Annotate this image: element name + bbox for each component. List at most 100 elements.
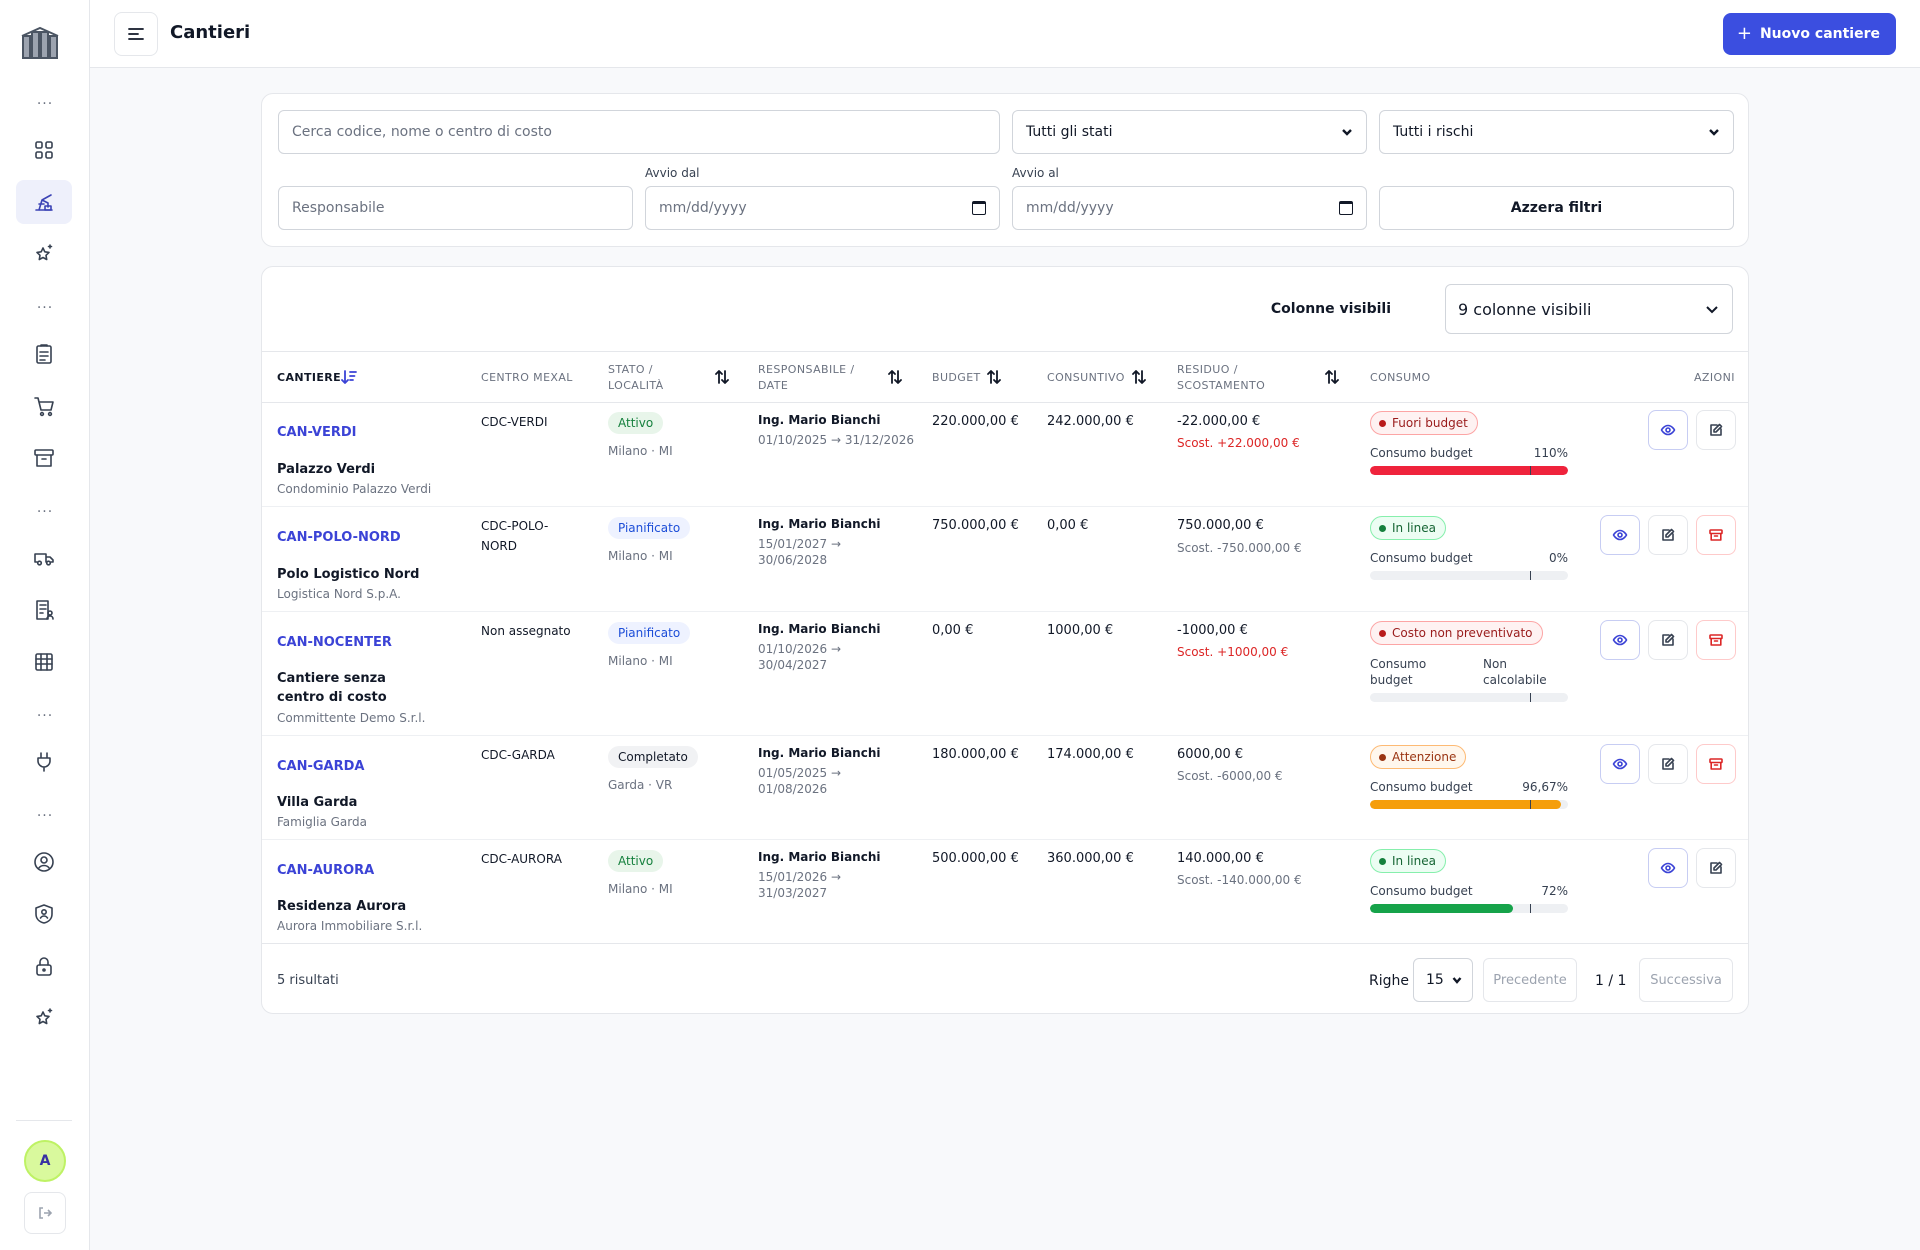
- cantiere-code-link[interactable]: CAN-GARDA: [277, 759, 365, 774]
- chevron-down-icon: [1452, 977, 1462, 984]
- search-input[interactable]: Cerca codice, nome o centro di costo: [278, 110, 1000, 154]
- sort-icon[interactable]: [985, 368, 1003, 386]
- pencil-icon: [1710, 423, 1723, 436]
- archive-button[interactable]: [1696, 620, 1736, 660]
- menu-toggle-button[interactable]: [114, 12, 158, 56]
- rischio-select[interactable]: Tutti i rischi: [1379, 110, 1734, 154]
- sidebar-item-tables[interactable]: [16, 640, 72, 684]
- consumo-percent-line2: calcolabile: [1483, 673, 1547, 687]
- consumo-percent: 96,67%: [1522, 780, 1568, 794]
- cantiere-code-link[interactable]: CAN-NOCENTER: [277, 635, 392, 650]
- rows-per-page-select[interactable]: 15: [1413, 958, 1473, 1002]
- view-button[interactable]: [1600, 620, 1640, 660]
- th-residuo[interactable]: RESIDUO / SCOSTAMENTO: [1177, 362, 1265, 394]
- rows-per-page-value: 15: [1426, 972, 1444, 988]
- next-page-button[interactable]: Successiva: [1639, 958, 1733, 1002]
- view-button[interactable]: [1600, 515, 1640, 555]
- consuntivo-value: 174.000,00 €: [1047, 747, 1134, 762]
- view-button[interactable]: [1648, 410, 1688, 450]
- sidebar-item-documents[interactable]: [16, 332, 72, 376]
- consumo-label: Consumo budget: [1370, 884, 1473, 898]
- cantiere-code-link[interactable]: CAN-AURORA: [277, 863, 375, 878]
- th-responsabile[interactable]: RESPONSABILE / DATE: [758, 362, 854, 394]
- sidebar-item-lock[interactable]: [16, 944, 72, 988]
- reset-filters-button[interactable]: Azzera filtri: [1379, 186, 1734, 230]
- cantiere-code-link[interactable]: CAN-POLO-NORD: [277, 530, 401, 545]
- stato-select[interactable]: Tutti gli stati: [1012, 110, 1367, 154]
- page-title: Cantieri: [170, 22, 251, 43]
- consumo-label: Consumo budget: [1370, 780, 1473, 794]
- consumo-progress-bar: [1370, 571, 1568, 580]
- th-budget[interactable]: BUDGET: [932, 371, 981, 384]
- budget-value: 220.000,00 €: [932, 414, 1019, 429]
- responsabile: Ing. Mario Bianchi: [758, 850, 881, 864]
- avvio-dal-placeholder: mm/dd/yyyy: [659, 200, 747, 216]
- logout-button[interactable]: [24, 1192, 66, 1234]
- archive-icon: [34, 449, 54, 467]
- th-centro-mexal[interactable]: CENTRO MEXAL: [481, 371, 573, 384]
- edit-button[interactable]: [1696, 848, 1736, 888]
- user-avatar[interactable]: A: [24, 1140, 66, 1182]
- sidebar-item-vehicles[interactable]: [16, 536, 72, 580]
- sidebar-item-starred[interactable]: [16, 996, 72, 1040]
- sidebar-item-cantieri[interactable]: [16, 180, 72, 224]
- centro-mexal: CDC-POLO-: [481, 519, 549, 533]
- th-cantiere[interactable]: CANTIERE: [277, 371, 342, 384]
- th-residuo-line2: SCOSTAMENTO: [1177, 379, 1266, 392]
- edit-button[interactable]: [1648, 515, 1688, 555]
- budget-marker: [1530, 466, 1531, 475]
- budget-marker: [1530, 571, 1531, 580]
- star-sparkle-icon: [36, 244, 53, 261]
- sidebar-item-archive[interactable]: [16, 436, 72, 480]
- calendar-icon[interactable]: [972, 201, 986, 215]
- cantiere-code-link[interactable]: CAN-VERDI: [277, 425, 357, 440]
- calendar-icon[interactable]: [1339, 201, 1353, 215]
- th-consuntivo[interactable]: CONSUNTIVO: [1047, 371, 1125, 384]
- stato-badge: Completato: [608, 746, 698, 768]
- sidebar-item-favorites[interactable]: [16, 232, 72, 276]
- eye-icon: [1612, 634, 1628, 646]
- menu-icon: [128, 28, 144, 40]
- status-dot-icon: [1379, 857, 1386, 865]
- view-button[interactable]: [1648, 848, 1688, 888]
- sort-desc-icon[interactable]: [340, 368, 358, 386]
- sidebar-item-integrations[interactable]: [16, 740, 72, 784]
- sidebar-item-dashboard[interactable]: [16, 128, 72, 172]
- results-count: 5 risultati: [277, 973, 339, 988]
- avvio-al-placeholder: mm/dd/yyyy: [1026, 200, 1114, 216]
- date-start: 15/01/2027 →: [758, 537, 842, 551]
- sort-icon[interactable]: [886, 368, 904, 386]
- cantiere-name: Polo Logistico Nord: [277, 567, 420, 582]
- cantiere-client: Logistica Nord S.p.A.: [277, 587, 401, 601]
- responsabile-input[interactable]: Responsabile: [278, 186, 633, 230]
- plug-icon: [37, 752, 51, 772]
- edit-button[interactable]: [1648, 620, 1688, 660]
- sort-icon[interactable]: [1130, 368, 1148, 386]
- archive-button[interactable]: [1696, 744, 1736, 784]
- archive-button[interactable]: [1696, 515, 1736, 555]
- sidebar-item-orders[interactable]: [16, 384, 72, 428]
- th-stato-line2: LOCALITÀ: [608, 379, 664, 392]
- sidebar-item-security[interactable]: [16, 892, 72, 936]
- edit-button[interactable]: [1696, 410, 1736, 450]
- columns-visible-select[interactable]: 9 colonne visibili: [1445, 284, 1733, 334]
- prev-page-button[interactable]: Precedente: [1483, 958, 1577, 1002]
- app-logo-icon[interactable]: [18, 22, 62, 62]
- budget-value: 0,00 €: [932, 623, 974, 638]
- new-cantiere-label: Nuovo cantiere: [1759, 26, 1880, 42]
- th-stato[interactable]: STATO / LOCALITÀ: [608, 362, 664, 394]
- new-cantiere-button[interactable]: + Nuovo cantiere: [1722, 13, 1896, 55]
- crane-icon: [35, 194, 53, 211]
- pencil-icon: [1710, 861, 1723, 874]
- sidebar-item-profile[interactable]: [16, 840, 72, 884]
- sort-icon[interactable]: [713, 368, 731, 386]
- sort-icon[interactable]: [1323, 368, 1341, 386]
- lock-icon: [36, 957, 52, 976]
- eye-icon: [1612, 758, 1628, 770]
- consumo-progress-fill: [1370, 800, 1562, 809]
- edit-button[interactable]: [1648, 744, 1688, 784]
- avvio-al-date-input[interactable]: mm/dd/yyyy: [1012, 186, 1367, 230]
- view-button[interactable]: [1600, 744, 1640, 784]
- sidebar-item-personnel[interactable]: [16, 588, 72, 632]
- avvio-dal-date-input[interactable]: mm/dd/yyyy: [645, 186, 1000, 230]
